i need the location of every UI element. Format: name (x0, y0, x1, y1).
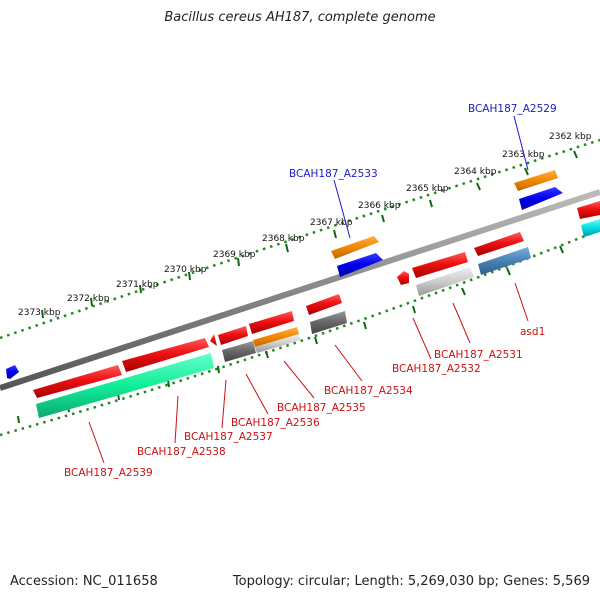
leader-line-reverse (245, 373, 269, 415)
tick-label: 2363 kbp (502, 150, 545, 160)
gene-label-reverse[interactable]: BCAH187_A2531 (434, 349, 523, 361)
gene-arrow-lightgray[interactable] (416, 267, 474, 296)
gene-arrow-red[interactable] (474, 232, 524, 256)
map-title: Bacillus cereus AH187, complete genome (164, 10, 436, 25)
gene-arrow-lightgray[interactable] (255, 334, 301, 353)
gene-arrow-blue-small[interactable] (6, 365, 19, 379)
gene-arrow-red[interactable] (218, 326, 248, 345)
leader-line-reverse (221, 379, 227, 429)
gene-arrow-orange[interactable] (331, 236, 379, 259)
gene-arrow-green[interactable] (36, 353, 214, 418)
tick-label: 2365 kbp (406, 184, 449, 194)
gene-arrow-blue[interactable] (519, 187, 563, 210)
accession-text: Accession: NC_011658 (10, 574, 158, 589)
gene-arrow-red[interactable] (412, 252, 468, 278)
scale-tick-labels: 2362 kbp 2363 kbp 2364 kbp 2365 kbp 2366… (18, 132, 592, 318)
forward-strand-genes (6, 170, 600, 379)
tick-label: 2362 kbp (549, 132, 592, 142)
gene-label-reverse[interactable]: BCAH187_A2532 (392, 363, 481, 375)
gene-label-reverse[interactable]: BCAH187_A2536 (231, 417, 320, 429)
reverse-gene-labels: asd1 BCAH187_A2531 BCAH187_A2532 BCAH187… (64, 326, 545, 479)
leader-line-reverse (283, 360, 315, 399)
gene-label-forward[interactable]: BCAH187_A2533 (289, 168, 378, 180)
gene-label-reverse[interactable]: BCAH187_A2534 (324, 385, 413, 397)
tick-label: 2366 kbp (358, 201, 401, 211)
tick-label: 2370 kbp (164, 265, 207, 275)
gene-arrow-darkgray[interactable] (310, 311, 347, 334)
outer-scale-ring (0, 138, 600, 340)
gene-label-forward[interactable]: BCAH187_A2529 (468, 103, 557, 115)
forward-gene-labels: BCAH187_A2529 BCAH187_A2533 (289, 103, 557, 180)
tick-label: 2369 kbp (213, 250, 256, 260)
leader-line-forward (333, 179, 351, 239)
gene-label-reverse[interactable]: BCAH187_A2538 (137, 446, 226, 458)
gene-arrow-red[interactable] (122, 338, 209, 372)
tick-label: 2364 kbp (454, 167, 497, 177)
gene-arrow-red[interactable] (306, 294, 342, 315)
leader-line-reverse (88, 421, 105, 464)
tick-label: 2372 kbp (67, 294, 110, 304)
leader-line-reverse (174, 395, 179, 444)
gene-label-reverse[interactable]: asd1 (520, 326, 545, 338)
leader-line-reverse (334, 344, 363, 382)
gene-arrow-red-small[interactable] (397, 271, 409, 285)
tick-label: 2367 kbp (310, 218, 353, 228)
gene-arrow-blue[interactable] (337, 253, 383, 277)
leader-line-reverse (514, 282, 529, 322)
genome-stats-text: Topology: circular; Length: 5,269,030 bp… (232, 574, 590, 589)
leader-line-forward (513, 115, 529, 171)
gene-arrow-orange[interactable] (253, 327, 299, 347)
tick-label: 2371 kbp (116, 280, 159, 290)
tick-label: 2368 kbp (262, 234, 305, 244)
gene-label-reverse[interactable]: BCAH187_A2539 (64, 467, 153, 479)
gene-arrow-red[interactable] (249, 311, 294, 334)
outer-tick-marks (41, 150, 578, 319)
genome-backbone (0, 189, 600, 391)
gene-arrow-cyan[interactable] (581, 219, 600, 237)
reverse-strand-genes (33, 232, 531, 418)
gene-arrow-red[interactable] (33, 365, 122, 398)
gene-arrow-darkgray[interactable] (222, 341, 256, 362)
gene-arrow-red-small[interactable] (210, 334, 217, 346)
gene-arrow-red[interactable] (577, 201, 600, 219)
tick-label: 2373 kbp (18, 308, 61, 318)
gene-arrow-steelblue[interactable] (478, 247, 531, 275)
gene-label-reverse[interactable]: BCAH187_A2535 (277, 402, 366, 414)
gene-label-reverse[interactable]: BCAH187_A2537 (184, 431, 273, 443)
gene-arrow-orange[interactable] (514, 170, 558, 191)
label-leader-lines (88, 115, 529, 464)
leader-line-reverse (412, 317, 432, 360)
leader-line-reverse (452, 302, 471, 344)
